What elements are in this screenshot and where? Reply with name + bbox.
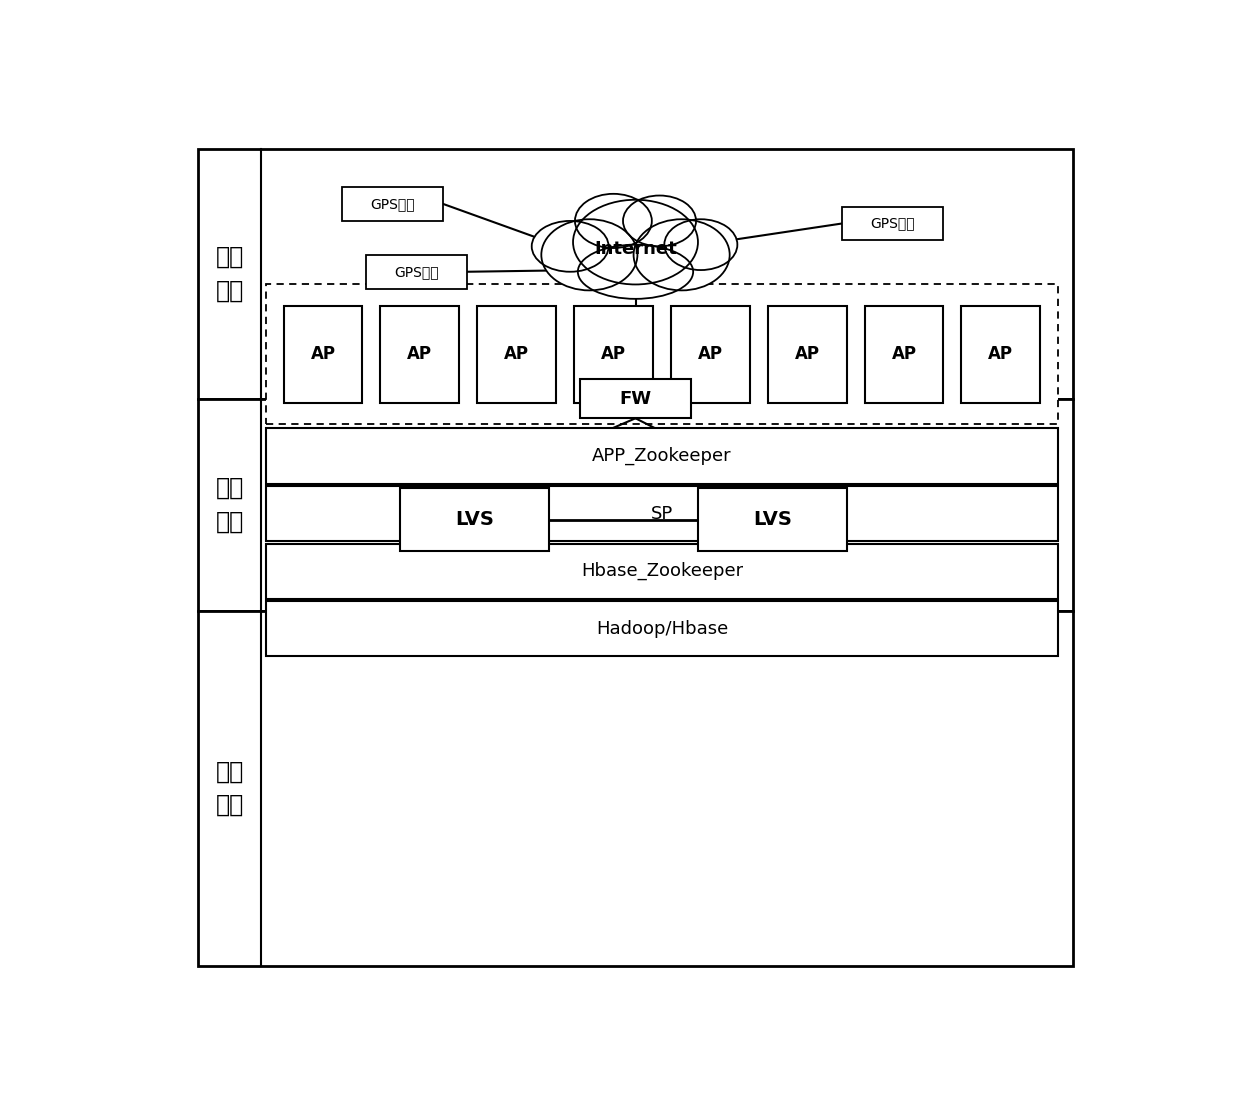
FancyBboxPatch shape (961, 306, 1040, 403)
Text: AP: AP (795, 345, 820, 363)
FancyBboxPatch shape (401, 487, 549, 551)
FancyBboxPatch shape (768, 306, 847, 403)
Ellipse shape (573, 200, 698, 285)
Text: AP: AP (698, 345, 723, 363)
FancyBboxPatch shape (842, 207, 942, 241)
Ellipse shape (578, 244, 693, 299)
Ellipse shape (622, 196, 696, 246)
Text: AP: AP (892, 345, 916, 363)
Text: AP: AP (505, 345, 529, 363)
Text: Internet: Internet (594, 240, 677, 257)
FancyBboxPatch shape (381, 306, 459, 403)
Text: GPS信息: GPS信息 (870, 217, 915, 231)
FancyBboxPatch shape (198, 148, 1073, 399)
FancyBboxPatch shape (198, 399, 1073, 611)
Text: AP: AP (988, 345, 1013, 363)
FancyBboxPatch shape (265, 486, 1058, 541)
Text: 负载
调度: 负载 调度 (216, 476, 243, 534)
FancyBboxPatch shape (198, 610, 1073, 966)
FancyBboxPatch shape (574, 306, 653, 403)
Ellipse shape (634, 219, 729, 290)
FancyBboxPatch shape (342, 187, 444, 221)
Text: 服务
平台: 服务 平台 (216, 760, 243, 817)
Text: LVS: LVS (753, 510, 792, 529)
Ellipse shape (665, 219, 738, 271)
FancyBboxPatch shape (367, 255, 467, 288)
FancyBboxPatch shape (284, 306, 362, 403)
FancyBboxPatch shape (265, 602, 1058, 657)
Text: AP: AP (310, 345, 336, 363)
Ellipse shape (575, 194, 652, 248)
Text: FW: FW (620, 389, 651, 408)
FancyBboxPatch shape (671, 306, 750, 403)
Text: AP: AP (407, 345, 433, 363)
FancyBboxPatch shape (265, 543, 1058, 598)
FancyBboxPatch shape (698, 487, 847, 551)
Text: GPS信息: GPS信息 (371, 197, 415, 211)
Text: GPS信息: GPS信息 (394, 265, 439, 278)
Text: Hbase_Zookeeper: Hbase_Zookeeper (580, 562, 743, 581)
Text: APP_Zookeeper: APP_Zookeeper (593, 447, 732, 465)
FancyBboxPatch shape (265, 429, 1058, 484)
FancyBboxPatch shape (864, 306, 944, 403)
Text: Hadoop/Hbase: Hadoop/Hbase (595, 619, 728, 638)
FancyBboxPatch shape (580, 379, 691, 418)
Text: LVS: LVS (455, 510, 494, 529)
Text: SP: SP (651, 505, 673, 522)
FancyBboxPatch shape (265, 285, 1058, 425)
Ellipse shape (542, 219, 637, 290)
Text: 终端
信息: 终端 信息 (216, 245, 243, 302)
FancyBboxPatch shape (477, 306, 556, 403)
Text: AP: AP (601, 345, 626, 363)
Ellipse shape (532, 221, 609, 272)
